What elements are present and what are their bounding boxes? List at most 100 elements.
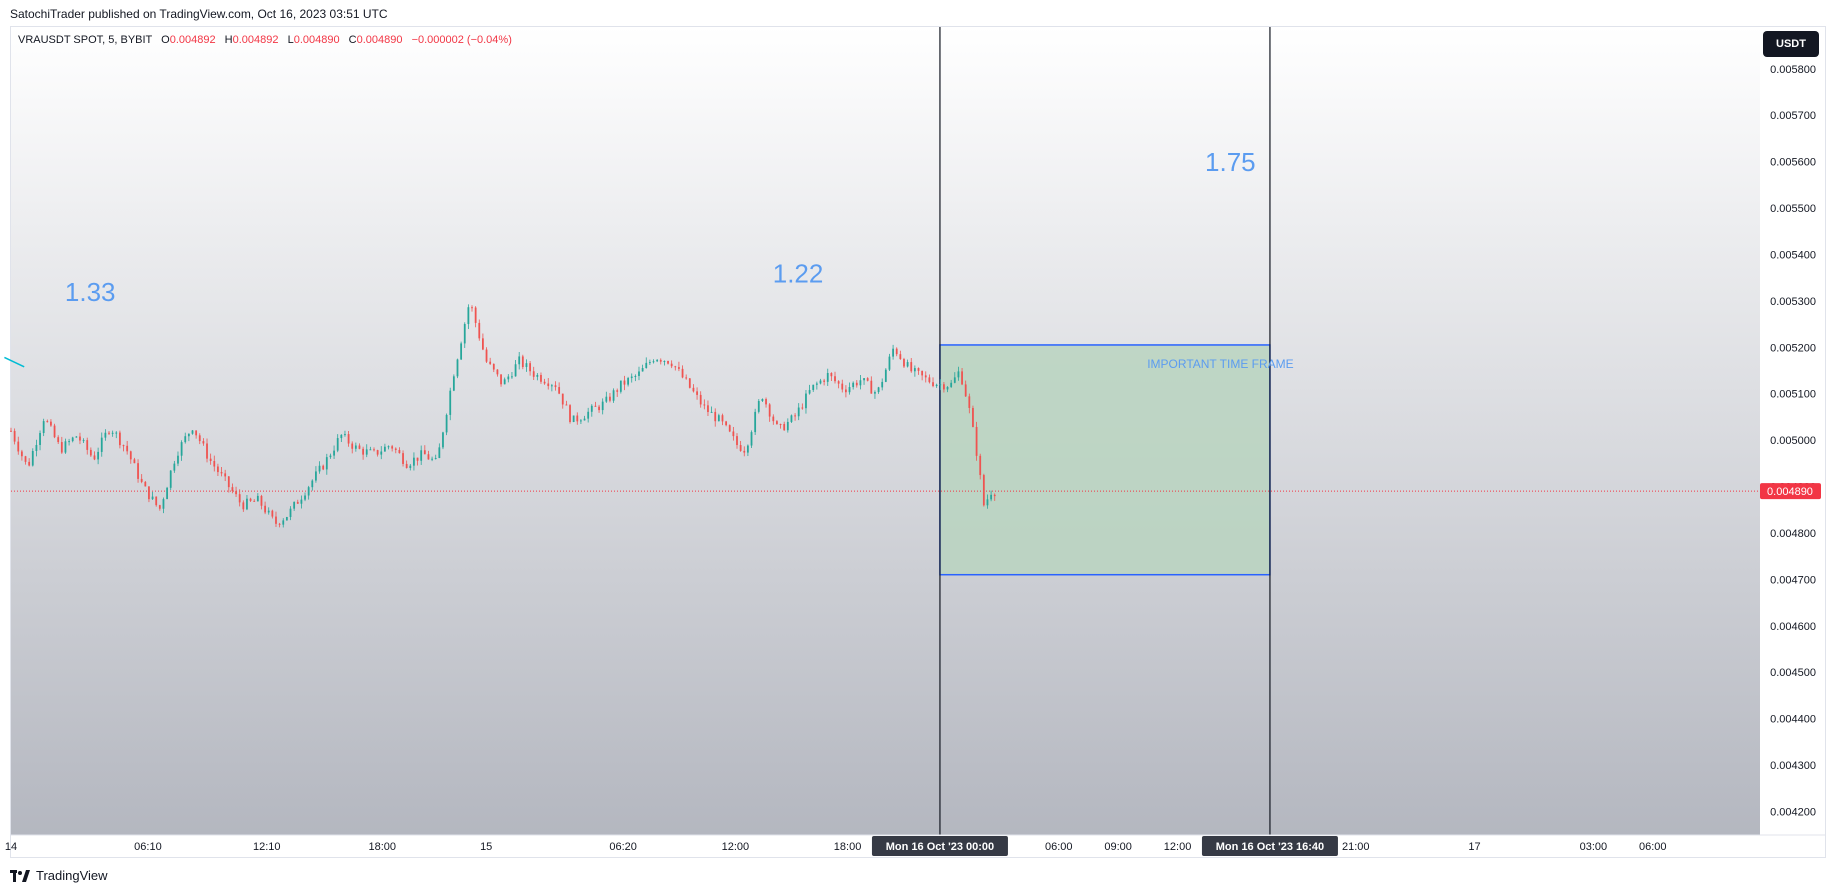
candle (957, 371, 960, 378)
candle (442, 432, 444, 448)
candle (714, 411, 717, 422)
last-price-tag (1760, 483, 1821, 500)
candle (797, 407, 800, 417)
x-tick-label: 03:00 (1580, 841, 1608, 853)
candle (57, 437, 60, 443)
candle (743, 450, 746, 453)
candle (826, 372, 829, 382)
candle (943, 384, 945, 390)
candle (148, 486, 150, 500)
candle (311, 480, 314, 488)
candle (373, 449, 375, 451)
candle (852, 382, 855, 388)
y-tick-label: 0.004400 (1770, 714, 1816, 726)
candle (217, 466, 219, 473)
candle (921, 370, 924, 376)
candle (380, 451, 383, 455)
candle (623, 380, 626, 385)
time-marker-label-1: Mon 16 Oct '23 00:00 (886, 841, 994, 853)
candle (391, 446, 394, 449)
candle (75, 436, 78, 438)
candle (903, 359, 905, 367)
y-tick-label: 0.004700 (1770, 574, 1816, 586)
legend-change-value: −0.000002 (−0.04%) (411, 34, 512, 46)
candle (703, 404, 706, 406)
candle (685, 377, 688, 379)
candle (423, 450, 426, 455)
candle (53, 425, 56, 438)
candle (717, 415, 720, 422)
candle (543, 381, 546, 384)
candle (307, 487, 310, 496)
y-tick-label: 0.005600 (1770, 157, 1816, 169)
candle (195, 430, 198, 436)
candle (231, 487, 234, 492)
candle (434, 458, 437, 460)
candle (794, 415, 796, 417)
candle (256, 495, 259, 502)
candle (609, 396, 611, 401)
candle (754, 411, 757, 433)
candle (525, 363, 528, 368)
candle (736, 436, 738, 446)
candle (28, 461, 31, 466)
candle (42, 421, 45, 434)
candle (209, 458, 212, 462)
candle (260, 495, 263, 506)
candle (325, 457, 328, 470)
x-tick-label: 18:00 (834, 841, 862, 853)
candle (721, 415, 724, 422)
symbol-legend: VRAUSDT SPOT, 5, BYBIT O0.004892 H0.0048… (18, 34, 512, 46)
currency-button[interactable]: USDT (1763, 31, 1819, 57)
candle (540, 374, 542, 382)
candle (46, 421, 49, 423)
y-tick-label: 0.004200 (1770, 806, 1816, 818)
candle (282, 520, 285, 525)
candle (834, 376, 836, 382)
candle (482, 338, 484, 350)
candle (845, 389, 847, 393)
candle (961, 371, 963, 385)
candle (590, 405, 593, 412)
x-tick-label: 17 (1468, 841, 1480, 853)
candle (572, 415, 575, 423)
candle (155, 496, 158, 506)
candle (634, 375, 637, 377)
candle (768, 404, 771, 417)
candle (492, 363, 495, 370)
candle (227, 476, 230, 488)
candle (285, 517, 288, 521)
candle (275, 516, 277, 524)
candle (97, 451, 100, 460)
legend-close-label: C (348, 34, 357, 46)
candle (158, 505, 161, 509)
candle (39, 433, 41, 445)
tradingview-logo[interactable]: TradingView (10, 868, 108, 883)
tradingview-brand: TradingView (36, 868, 108, 883)
candle (162, 499, 165, 509)
candle (583, 418, 586, 421)
candle (569, 405, 571, 423)
candle (50, 421, 52, 426)
candle (289, 508, 292, 518)
candle (565, 404, 568, 406)
candle (630, 376, 633, 379)
candle (953, 377, 956, 383)
candle (641, 368, 644, 372)
candle (696, 391, 698, 395)
candle (812, 384, 815, 391)
trendline (4, 356, 25, 368)
candle (728, 425, 731, 432)
candle (866, 378, 869, 381)
candle (884, 369, 887, 382)
candle (692, 387, 695, 392)
candle (598, 406, 600, 411)
y-tick-label: 0.004300 (1770, 760, 1816, 772)
candle (31, 450, 34, 466)
candle (409, 465, 412, 469)
candle (917, 368, 920, 371)
legend-symbol: VRAUSDT SPOT, 5, BYBIT (18, 34, 153, 46)
candle (100, 437, 103, 452)
candle (935, 384, 938, 387)
